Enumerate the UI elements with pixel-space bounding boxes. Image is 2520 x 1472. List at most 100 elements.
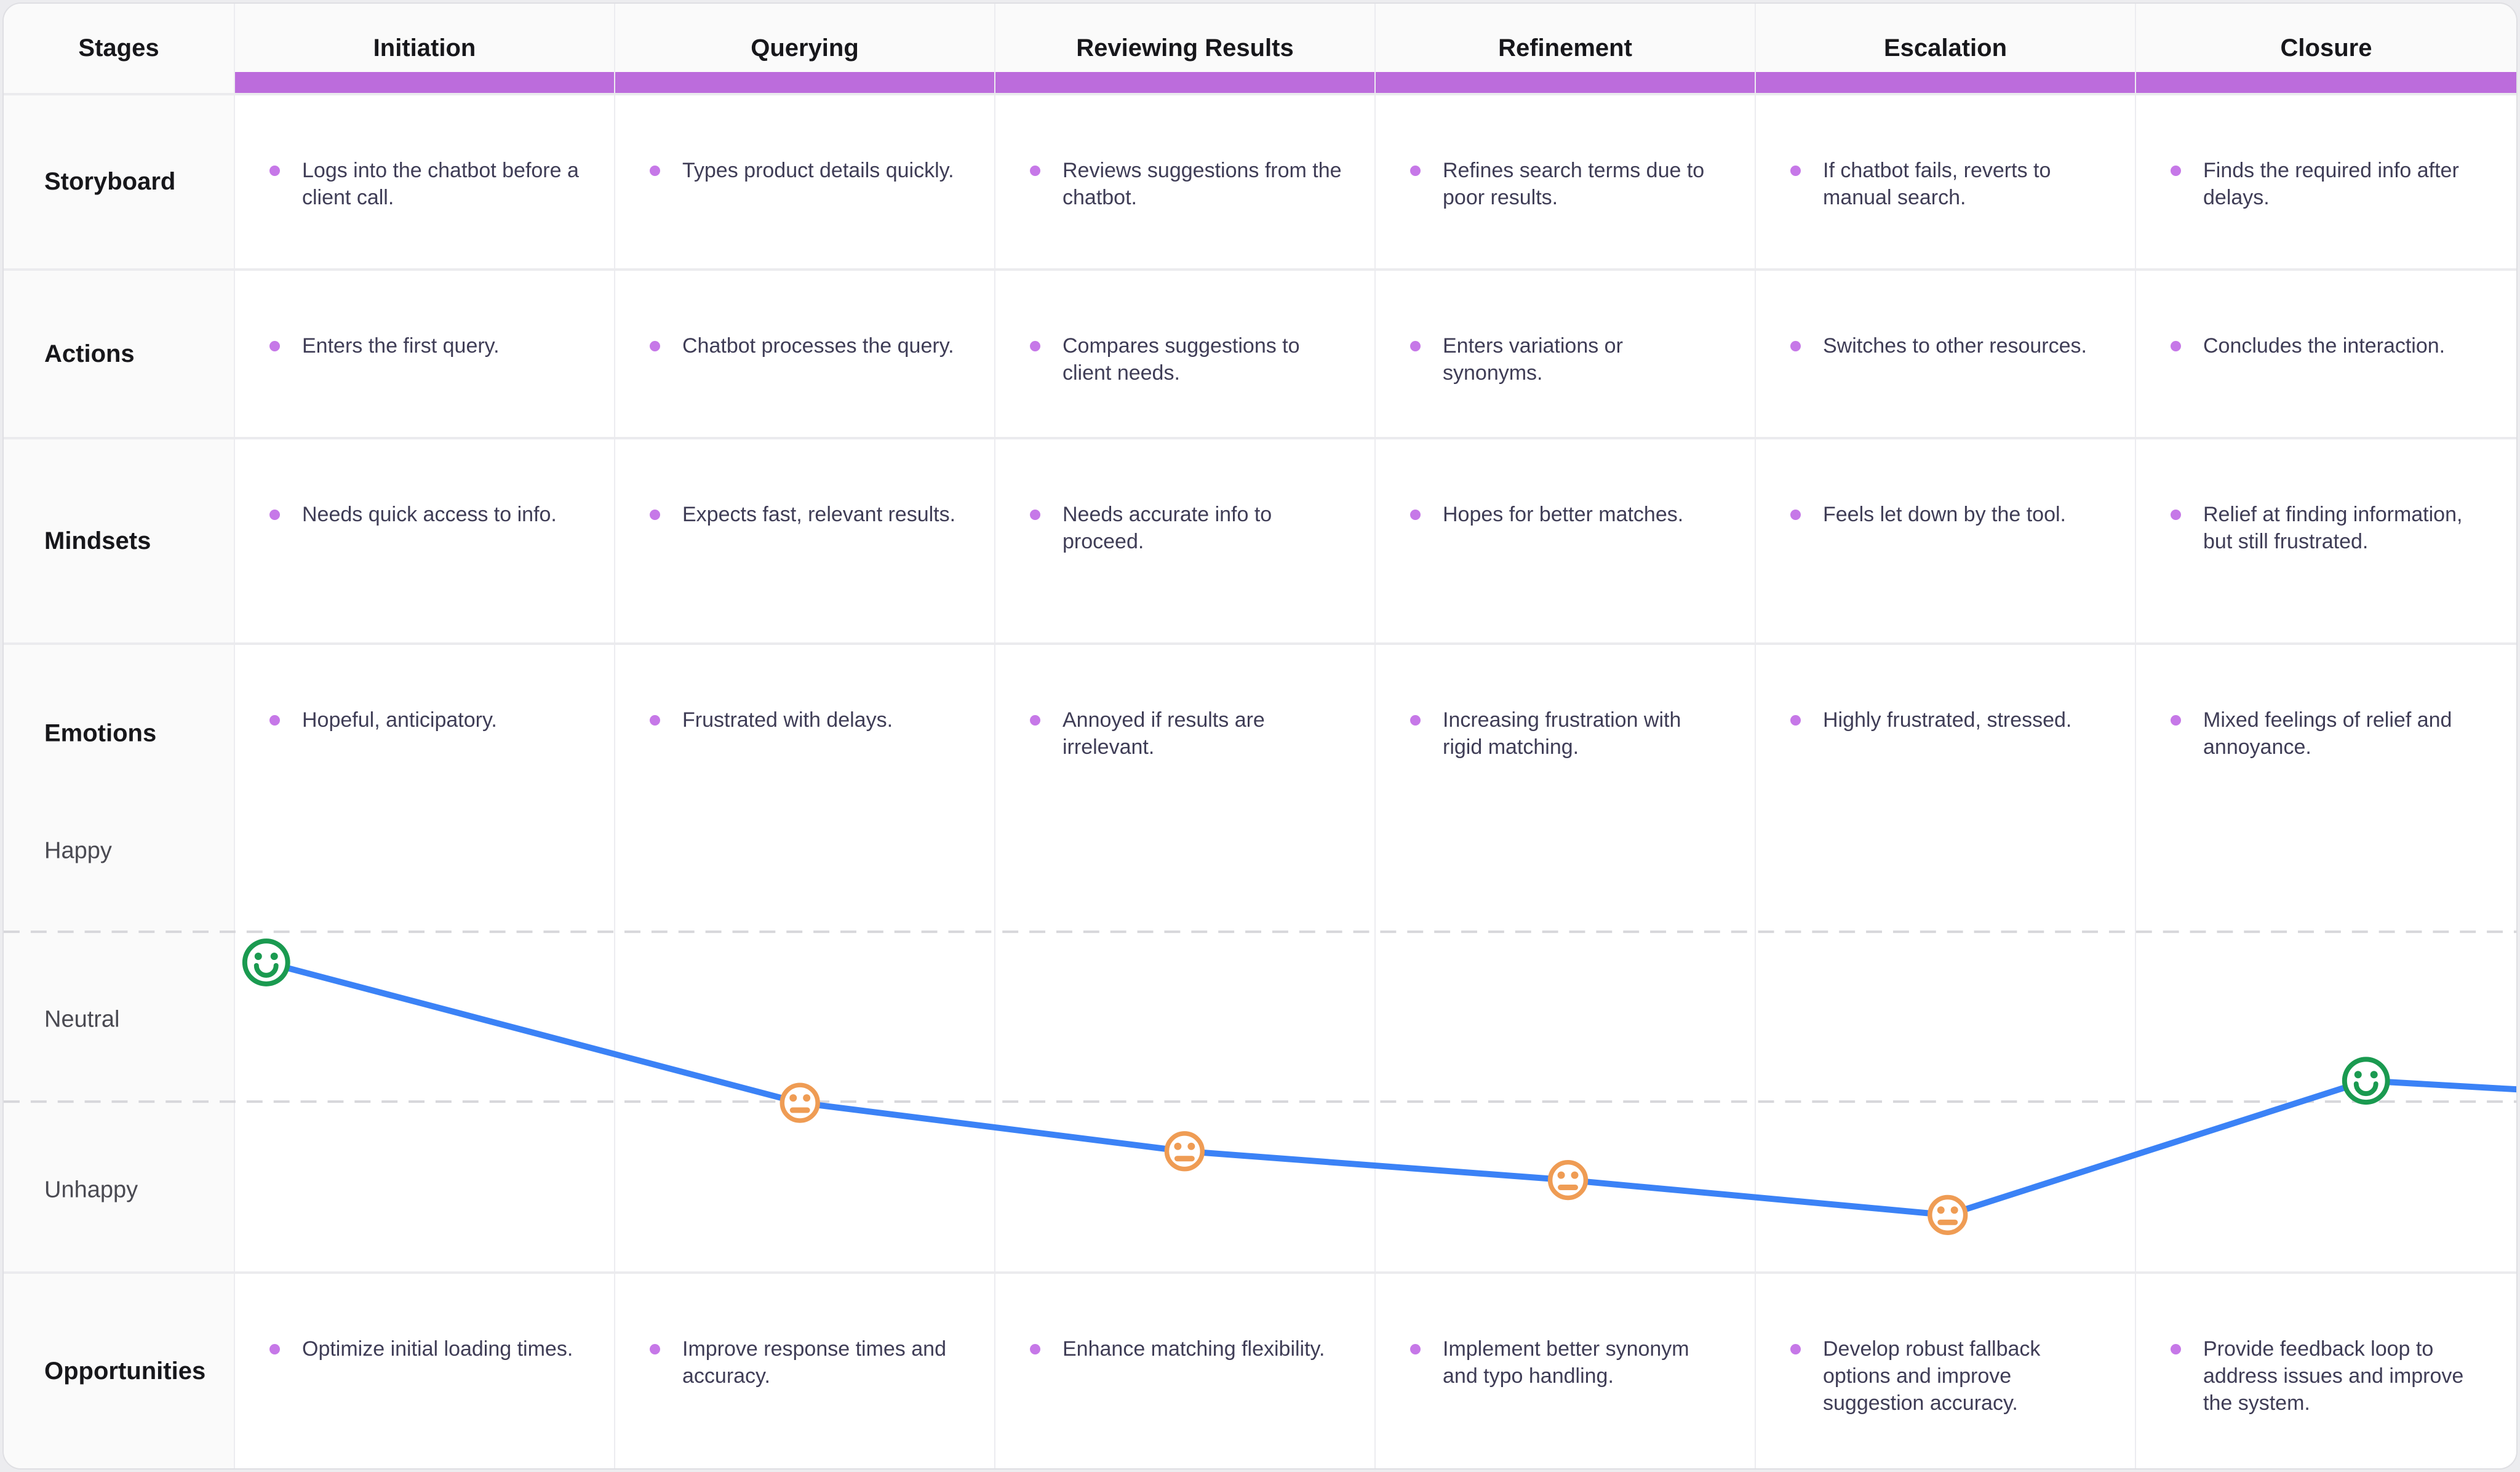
bullet-icon bbox=[650, 1344, 660, 1354]
cell-actions-querying: Chatbot processes the query. bbox=[615, 271, 995, 437]
cell-opportunities-escalation: Develop robust fallback options and impr… bbox=[1756, 1274, 2136, 1468]
cell-actions-escalation: Switches to other resources. bbox=[1756, 271, 2136, 437]
stage-label: Closure bbox=[2280, 34, 2372, 62]
bullet-icon bbox=[650, 510, 660, 520]
stage-accent-bar bbox=[995, 72, 1374, 93]
bullet-icon bbox=[2171, 715, 2181, 726]
cell-text: Expects fast, relevant results. bbox=[682, 503, 956, 526]
cell-emotions-reviewing-results: Annoyed if results are irrelevant. bbox=[995, 645, 1376, 1271]
cell-text: Enters variations or synonyms. bbox=[1443, 334, 1623, 385]
bullet-icon bbox=[269, 510, 280, 520]
stage-accent-bar bbox=[2136, 72, 2516, 93]
cell-text: Improve response times and accuracy. bbox=[682, 1337, 946, 1388]
cell-opportunities-initiation: Optimize initial loading times. bbox=[235, 1274, 615, 1468]
stages-corner-label: Stages bbox=[78, 34, 159, 62]
emotion-level-unhappy: Unhappy bbox=[44, 1177, 138, 1203]
emotion-level-neutral: Neutral bbox=[44, 1006, 120, 1033]
cell-text: Hopeful, anticipatory. bbox=[302, 708, 497, 732]
mindsets-row: Mindsets Needs quick access to info. Exp… bbox=[4, 437, 2516, 642]
cell-mindsets-reviewing-results: Needs accurate info to proceed. bbox=[995, 439, 1376, 642]
bullet-icon bbox=[1030, 166, 1040, 176]
row-label: Emotions bbox=[44, 719, 157, 747]
stage-accent-bar bbox=[1756, 72, 2135, 93]
cell-mindsets-querying: Expects fast, relevant results. bbox=[615, 439, 995, 642]
emotion-level-happy: Happy bbox=[44, 838, 112, 864]
bullet-icon bbox=[650, 166, 660, 176]
cell-text: Types product details quickly. bbox=[682, 159, 954, 182]
cell-text: Highly frustrated, stressed. bbox=[1823, 708, 2072, 732]
bullet-icon bbox=[1790, 341, 1801, 351]
bullet-icon bbox=[2171, 1344, 2181, 1354]
cell-text: If chatbot fails, reverts to manual sear… bbox=[1823, 159, 2051, 209]
cell-emotions-escalation: Highly frustrated, stressed. bbox=[1756, 645, 2136, 1271]
row-header-actions: Actions bbox=[4, 271, 235, 437]
cell-text: Annoyed if results are irrelevant. bbox=[1063, 708, 1265, 759]
stage-label: Reviewing Results bbox=[1076, 34, 1294, 62]
cell-opportunities-reviewing-results: Enhance matching flexibility. bbox=[995, 1274, 1376, 1468]
cell-opportunities-closure: Provide feedback loop to address issues … bbox=[2136, 1274, 2516, 1468]
actions-row: Actions Enters the first query. Chatbot … bbox=[4, 268, 2516, 437]
cell-text: Chatbot processes the query. bbox=[682, 334, 954, 358]
cell-text: Refines search terms due to poor results… bbox=[1443, 159, 1705, 209]
bullet-icon bbox=[2171, 341, 2181, 351]
cell-text: Relief at finding information, but still… bbox=[2203, 503, 2463, 553]
stage-accent-bar bbox=[1376, 72, 1755, 93]
bullet-icon bbox=[1790, 166, 1801, 176]
cell-text: Hopes for better matches. bbox=[1443, 503, 1684, 526]
cell-mindsets-closure: Relief at finding information, but still… bbox=[2136, 439, 2516, 642]
cell-text: Mixed feelings of relief and annoyance. bbox=[2203, 708, 2452, 759]
stages-corner-header: Stages bbox=[4, 4, 235, 93]
stage-header-closure: Closure bbox=[2136, 4, 2516, 93]
cell-text: Reviews suggestions from the chatbot. bbox=[1063, 159, 1342, 209]
stage-label: Initiation bbox=[373, 34, 476, 62]
cell-text: Frustrated with delays. bbox=[682, 708, 893, 732]
cell-actions-closure: Concludes the interaction. bbox=[2136, 271, 2516, 437]
bullet-icon bbox=[1410, 510, 1421, 520]
cell-text: Develop robust fallback options and impr… bbox=[1823, 1337, 2041, 1415]
bullet-icon bbox=[1030, 715, 1040, 726]
cell-emotions-querying: Frustrated with delays. bbox=[615, 645, 995, 1271]
cell-opportunities-refinement: Implement better synonym and typo handli… bbox=[1376, 1274, 1756, 1468]
bullet-icon bbox=[269, 1344, 280, 1354]
cell-storyboard-querying: Types product details quickly. bbox=[615, 95, 995, 268]
bullet-icon bbox=[269, 715, 280, 726]
cell-opportunities-querying: Improve response times and accuracy. bbox=[615, 1274, 995, 1468]
cell-text: Needs quick access to info. bbox=[302, 503, 557, 526]
cell-text: Finds the required info after delays. bbox=[2203, 159, 2459, 209]
bullet-icon bbox=[1410, 715, 1421, 726]
cell-storyboard-reviewing-results: Reviews suggestions from the chatbot. bbox=[995, 95, 1376, 268]
bullet-icon bbox=[1030, 510, 1040, 520]
cell-mindsets-initiation: Needs quick access to info. bbox=[235, 439, 615, 642]
bullet-icon bbox=[1410, 166, 1421, 176]
cell-emotions-refinement: Increasing frustration with rigid matchi… bbox=[1376, 645, 1756, 1271]
stage-header-escalation: Escalation bbox=[1756, 4, 2136, 93]
bullet-icon bbox=[1410, 341, 1421, 351]
cell-actions-refinement: Enters variations or synonyms. bbox=[1376, 271, 1756, 437]
row-label: Opportunities bbox=[44, 1357, 206, 1385]
bullet-icon bbox=[1790, 510, 1801, 520]
stage-header-initiation: Initiation bbox=[235, 4, 615, 93]
storyboard-row: Storyboard Logs into the chatbot before … bbox=[4, 93, 2516, 268]
row-header-storyboard: Storyboard bbox=[4, 95, 235, 268]
opportunities-row: Opportunities Optimize initial loading t… bbox=[4, 1271, 2516, 1468]
stage-accent-bar bbox=[235, 72, 614, 93]
bullet-icon bbox=[269, 341, 280, 351]
bullet-icon bbox=[2171, 510, 2181, 520]
cell-storyboard-escalation: If chatbot fails, reverts to manual sear… bbox=[1756, 95, 2136, 268]
cell-text: Optimize initial loading times. bbox=[302, 1337, 573, 1361]
cell-text: Provide feedback loop to address issues … bbox=[2203, 1337, 2464, 1415]
emotions-row: Emotions Happy Neutral Unhappy Hopeful, … bbox=[4, 642, 2516, 1271]
cell-text: Implement better synonym and typo handli… bbox=[1443, 1337, 1689, 1388]
row-header-mindsets: Mindsets bbox=[4, 439, 235, 642]
cell-actions-reviewing-results: Compares suggestions to client needs. bbox=[995, 271, 1376, 437]
stage-header-refinement: Refinement bbox=[1376, 4, 1756, 93]
cell-mindsets-escalation: Feels let down by the tool. bbox=[1756, 439, 2136, 642]
row-label: Storyboard bbox=[44, 168, 176, 195]
cell-text: Compares suggestions to client needs. bbox=[1063, 334, 1300, 385]
row-header-emotions: Emotions Happy Neutral Unhappy bbox=[4, 645, 235, 1271]
cell-text: Switches to other resources. bbox=[1823, 334, 2087, 358]
bullet-icon bbox=[1790, 1344, 1801, 1354]
bullet-icon bbox=[650, 715, 660, 726]
bullet-icon bbox=[269, 166, 280, 176]
